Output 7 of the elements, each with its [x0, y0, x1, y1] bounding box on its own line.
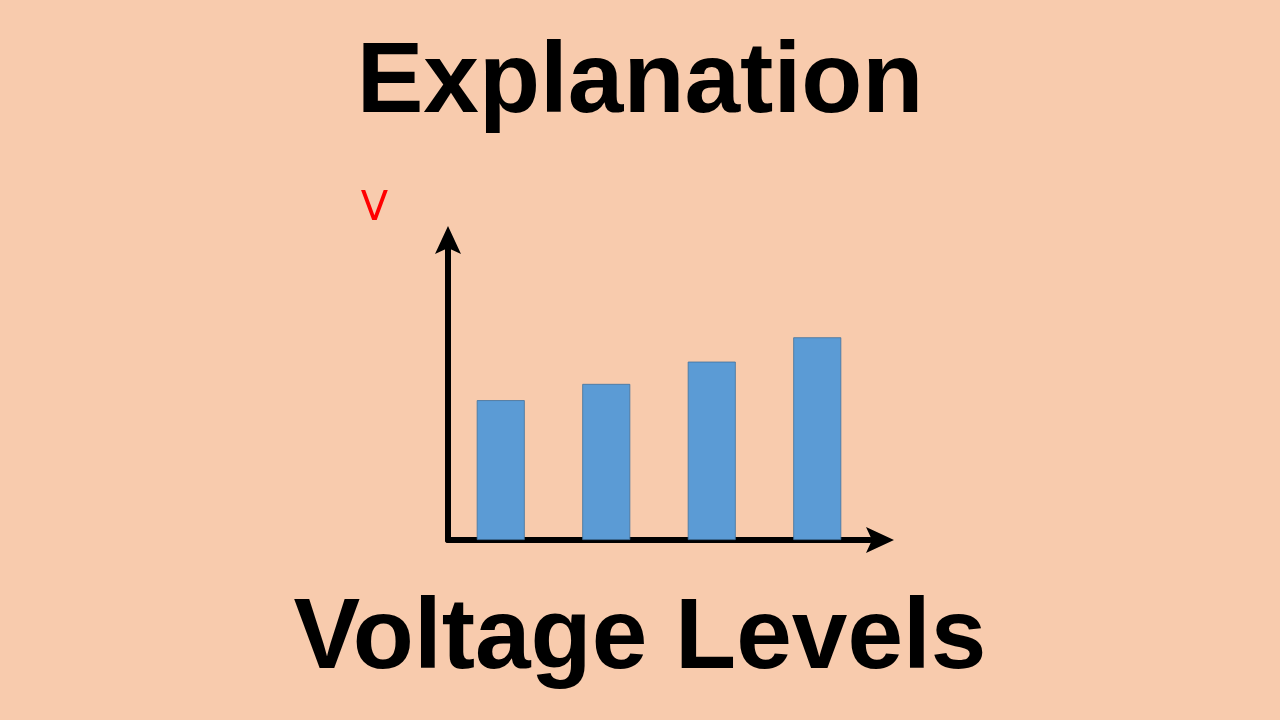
bar: [793, 337, 842, 540]
bar: [476, 400, 525, 540]
bar: [582, 383, 631, 540]
chart-title: Explanation: [356, 21, 924, 133]
text: Voltage Levels: [293, 577, 987, 689]
bar: [687, 361, 736, 540]
y-axis-title: V: [360, 183, 389, 229]
